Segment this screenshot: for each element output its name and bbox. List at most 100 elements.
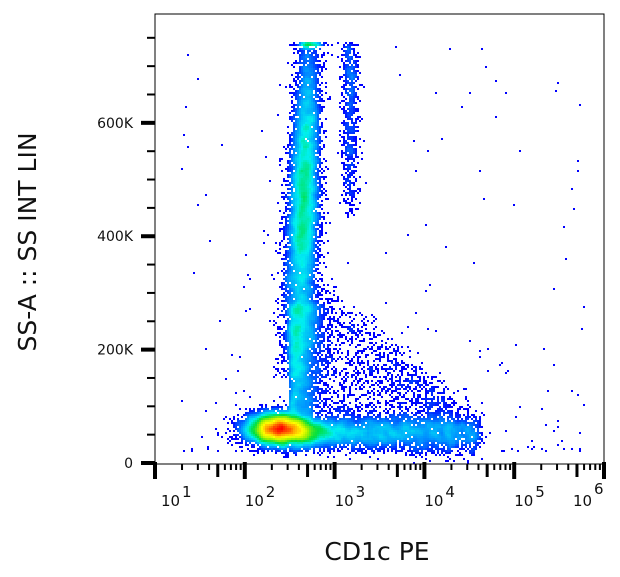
density-cell: [541, 408, 543, 410]
density-cell: [321, 176, 323, 178]
density-cell: [349, 94, 351, 96]
density-cell: [343, 306, 345, 308]
density-cell: [291, 380, 293, 382]
density-cell: [321, 56, 323, 58]
density-cell: [395, 360, 397, 362]
density-cell: [287, 336, 289, 338]
density-cell: [181, 400, 183, 402]
density-cell: [347, 414, 349, 416]
density-cell: [295, 302, 297, 304]
density-cell: [317, 80, 319, 82]
density-cell: [315, 42, 317, 44]
density-cell: [385, 378, 387, 380]
density-cell: [313, 198, 315, 200]
density-cell: [289, 86, 291, 88]
density-cell: [297, 238, 299, 240]
density-cell: [313, 160, 315, 162]
density-cell: [393, 350, 395, 352]
density-cell: [251, 410, 253, 412]
density-cell: [317, 390, 319, 392]
density-cell: [289, 204, 291, 206]
density-cell: [295, 360, 297, 362]
density-cell: [283, 228, 285, 230]
density-cell: [307, 150, 309, 152]
density-cell: [343, 376, 345, 378]
density-cell: [355, 44, 357, 46]
density-cell: [435, 418, 437, 420]
density-cell: [311, 348, 313, 350]
density-cell: [297, 252, 299, 254]
density-cell: [309, 258, 311, 260]
density-cell: [385, 408, 387, 410]
density-cell: [315, 104, 317, 106]
density-cell: [309, 128, 311, 130]
density-cell: [309, 284, 311, 286]
density-cell: [453, 418, 455, 420]
density-cell: [295, 204, 297, 206]
density-cell: [289, 348, 291, 350]
density-cell: [335, 402, 337, 404]
density-cell: [357, 52, 359, 54]
density-cell: [299, 356, 301, 358]
density-cell: [295, 266, 297, 268]
density-cell: [313, 86, 315, 88]
density-cell: [377, 358, 379, 360]
density-cell: [299, 134, 301, 136]
density-cell: [271, 412, 273, 414]
density-cell: [293, 364, 295, 366]
density-cell: [303, 120, 305, 122]
density-cell: [315, 230, 317, 232]
density-cell: [299, 148, 301, 150]
density-cell: [303, 408, 305, 410]
density-cell: [293, 276, 295, 278]
density-cell: [359, 364, 361, 366]
density-cell: [303, 66, 305, 68]
density-cell: [343, 86, 345, 88]
density-cell: [331, 418, 333, 420]
density-cell: [301, 170, 303, 172]
density-cell: [349, 166, 351, 168]
density-cell: [317, 372, 319, 374]
density-cell: [341, 194, 343, 196]
density-cell: [325, 368, 327, 370]
density-cell: [295, 144, 297, 146]
density-cell: [307, 194, 309, 196]
density-cell: [301, 402, 303, 404]
density-cell: [251, 414, 253, 416]
density-cell: [293, 408, 295, 410]
density-cell: [357, 208, 359, 210]
density-cell: [373, 328, 375, 330]
density-cell: [293, 80, 295, 82]
density-cell: [443, 404, 445, 406]
density-cell: [291, 318, 293, 320]
density-cell: [311, 170, 313, 172]
density-cell: [289, 116, 291, 118]
density-cell: [279, 342, 281, 344]
density-cell: [331, 360, 333, 362]
density-cell: [309, 254, 311, 256]
density-cell: [305, 390, 307, 392]
density-cell: [299, 112, 301, 114]
density-cell: [285, 322, 287, 324]
density-cell: [309, 90, 311, 92]
density-cell: [513, 204, 515, 206]
density-cell: [341, 92, 343, 94]
density-cell: [289, 322, 291, 324]
density-cell: [311, 394, 313, 396]
density-cell: [307, 216, 309, 218]
density-cell: [323, 304, 325, 306]
density-cell: [315, 160, 317, 162]
density-cell: [303, 82, 305, 84]
density-cell: [303, 42, 305, 44]
density-cell: [321, 340, 323, 342]
density-cell: [263, 412, 265, 414]
density-cell: [401, 414, 403, 416]
density-cell: [295, 332, 297, 334]
density-cell: [345, 314, 347, 316]
density-cell: [345, 410, 347, 412]
density-cell: [289, 356, 291, 358]
density-cell: [349, 364, 351, 366]
density-cell: [285, 370, 287, 372]
density-cell: [317, 198, 319, 200]
density-cell: [317, 388, 319, 390]
